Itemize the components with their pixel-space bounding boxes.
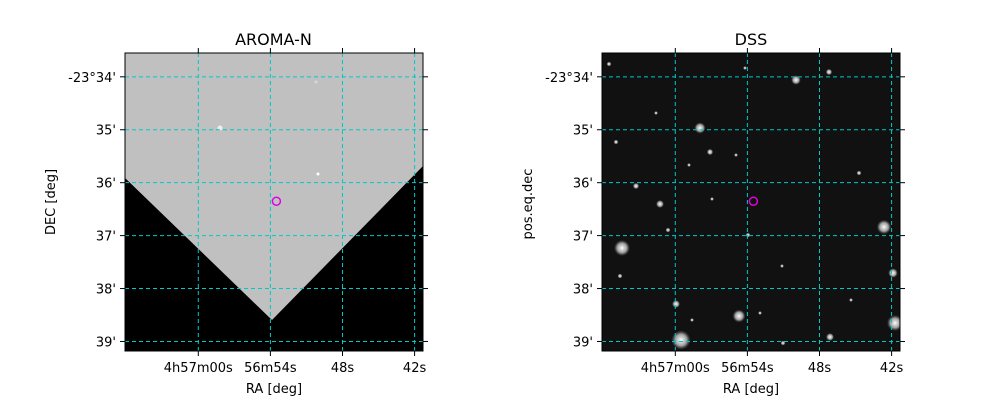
star — [614, 240, 630, 256]
coordinate-grid — [125, 53, 423, 351]
star-field — [606, 61, 900, 350]
y-tick-label: 37' — [573, 230, 593, 245]
star — [690, 318, 694, 322]
star — [617, 273, 623, 279]
panel-title: AROMA-N — [235, 30, 312, 49]
star — [654, 111, 658, 115]
star — [710, 197, 714, 201]
y-tick-label: 38' — [96, 283, 116, 298]
x-axis-label: RA [deg] — [723, 382, 779, 397]
panel-dss: DSS 4h57m00s 56m54s 48s 42s -23°34' 35' 36' 37'… — [521, 30, 905, 397]
star — [745, 232, 751, 238]
y-tick-label: 39' — [96, 335, 116, 350]
star — [887, 315, 900, 331]
plot-frame — [124, 52, 424, 352]
star — [613, 139, 619, 145]
star — [780, 264, 784, 268]
y-axis-label: pos.eq.dec — [521, 169, 536, 240]
star — [849, 298, 853, 302]
star — [825, 68, 833, 76]
x-tick-label: 4h57m00s — [641, 361, 710, 376]
ticks: 4h57m00s 56m54s 48s 42s -23°34' 35' 36' 37' 38' 3… — [68, 48, 428, 376]
x-tick-label: 42s — [880, 361, 904, 376]
survey-coverage — [125, 53, 423, 320]
star — [672, 300, 680, 308]
x-tick-label: 42s — [403, 361, 427, 376]
star — [743, 66, 747, 70]
y-tick-label: 36' — [96, 177, 116, 192]
x-tick-label: 56m54s — [244, 361, 297, 376]
image-background — [602, 53, 900, 351]
star — [856, 170, 862, 176]
star — [888, 268, 898, 278]
target-marker — [271, 196, 282, 206]
y-axis-label: DEC [deg] — [44, 169, 59, 235]
y-tick-label: 38' — [573, 283, 593, 298]
y-tick-label: 37' — [96, 230, 116, 245]
star — [671, 330, 691, 350]
y-tick-label: 39' — [573, 335, 593, 350]
plot-frame — [601, 52, 901, 352]
star — [694, 122, 706, 134]
star — [876, 219, 892, 235]
y-tick-label: 35' — [96, 124, 116, 139]
source — [314, 80, 318, 84]
y-tick-label: 36' — [573, 177, 593, 192]
star — [687, 163, 691, 167]
x-tick-label: 4h57m00s — [164, 361, 233, 376]
x-axis-label: RA [deg] — [246, 382, 302, 397]
y-tick-label: 35' — [573, 124, 593, 139]
coordinate-grid — [602, 53, 900, 351]
y-tick-label: -23°34' — [545, 71, 593, 86]
star — [758, 311, 762, 315]
star — [734, 153, 738, 157]
panel-aroma-n: AROMA-N 4h57m00s 56m54s 48s 42s -23°34' 35' 36… — [44, 30, 428, 397]
x-tick-label: 56m54s — [721, 361, 774, 376]
star — [791, 75, 801, 85]
image-area — [125, 53, 423, 351]
y-tick-label: -23°34' — [68, 71, 116, 86]
image-area — [602, 53, 900, 351]
x-tick-label: 48s — [331, 361, 355, 376]
x-tick-label: 48s — [808, 361, 832, 376]
source — [316, 172, 320, 176]
star — [665, 227, 671, 233]
star — [706, 148, 714, 156]
star — [606, 61, 612, 67]
ticks: 4h57m00s 56m54s 48s 42s -23°34' 35' 36' 37' 38' 3… — [545, 48, 905, 376]
star — [656, 200, 664, 208]
star — [826, 333, 834, 341]
panel-title: DSS — [735, 30, 768, 49]
star — [732, 309, 746, 323]
target-marker — [748, 196, 759, 206]
star — [632, 182, 640, 190]
